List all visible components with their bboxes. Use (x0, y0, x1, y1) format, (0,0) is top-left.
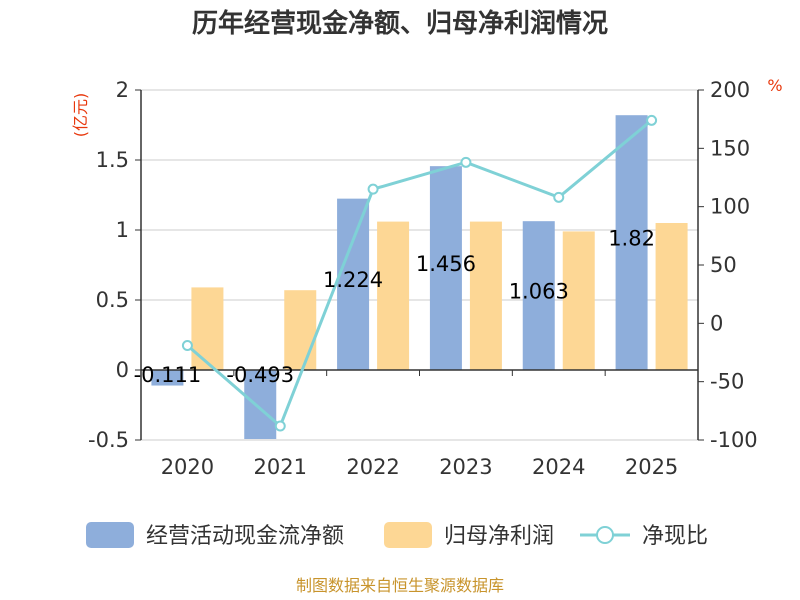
bar-net-profit (284, 290, 317, 370)
right-tick-label: 0 (710, 311, 723, 335)
line-cash-ratio (186, 119, 653, 429)
data-label: -0.111 (134, 363, 202, 387)
legend-label: 经营活动现金流净额 (146, 524, 344, 549)
left-tick-label: -0.5 (88, 428, 129, 452)
bar-net-profit (562, 231, 595, 370)
bar-operating-cash-flow (244, 370, 277, 440)
x-tick-label: 2021 (254, 455, 307, 479)
left-tick-label: 1 (116, 218, 129, 242)
data-label: -0.493 (226, 363, 294, 387)
bar-operating-cash-flow (522, 221, 555, 370)
bar-net-profit (191, 287, 224, 370)
right-tick-label: -100 (710, 428, 758, 452)
x-tick-label: 2025 (625, 455, 678, 479)
left-tick-label: 0 (116, 358, 129, 382)
right-axis-unit: % (767, 76, 782, 95)
line-point (553, 191, 565, 203)
bar-operating-cash-flow (151, 370, 184, 386)
bar-net-profit (377, 221, 410, 370)
right-tick-label: 100 (710, 195, 750, 219)
line-point (367, 183, 379, 195)
data-label: 1.456 (416, 252, 476, 276)
legend-label: 归母净利润 (444, 524, 554, 549)
data-label: 1.063 (509, 279, 569, 303)
line-point (460, 156, 472, 168)
left-tick-label: 1.5 (96, 148, 129, 172)
source-note: 制图数据来自恒生聚源数据库 (296, 576, 504, 595)
x-tick-label: 2022 (346, 455, 399, 479)
right-tick-label: 150 (710, 136, 750, 160)
legend-swatch-marker (596, 526, 614, 544)
right-tick-label: 200 (710, 78, 750, 102)
bar-net-profit (655, 223, 688, 370)
x-tick-label: 2023 (439, 455, 492, 479)
bar-operating-cash-flow (429, 166, 462, 370)
data-label: 1.82 (608, 226, 655, 250)
x-tick-label: 2024 (532, 455, 585, 479)
left-tick-label: 0.5 (96, 288, 129, 312)
bar-operating-cash-flow (615, 115, 648, 370)
right-tick-label: -50 (710, 370, 744, 394)
legend-swatch-net-profit (384, 522, 432, 548)
line-point (181, 340, 193, 351)
left-axis-unit: (亿元) (71, 93, 90, 138)
data-label: 1.224 (323, 268, 383, 292)
bar-net-profit (469, 221, 502, 370)
right-tick-label: 50 (710, 253, 737, 277)
left-tick-label: 2 (116, 78, 129, 102)
bar-operating-cash-flow (337, 198, 370, 370)
line-point (646, 114, 658, 126)
line-point (274, 420, 286, 432)
legend-swatch-operating-cash-flow (86, 522, 134, 548)
legend-label: 净现比 (642, 524, 708, 549)
chart-title: 历年经营现金净额、归母净利润情况 (192, 8, 608, 39)
x-tick-label: 2020 (161, 455, 214, 479)
